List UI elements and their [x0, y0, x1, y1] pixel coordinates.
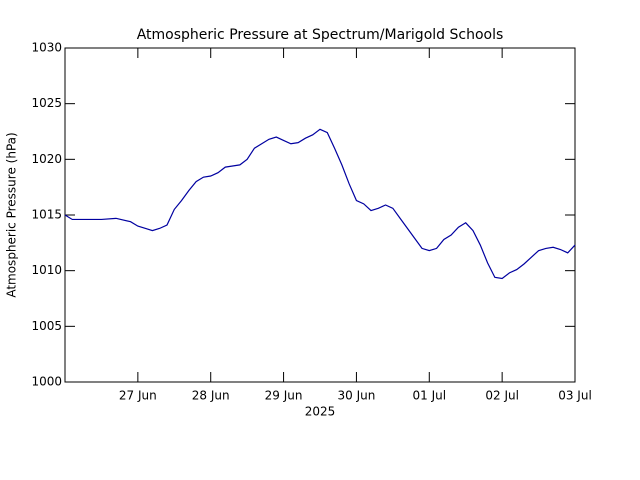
y-tick-label: 1000: [31, 375, 62, 389]
y-tick-label: 1010: [31, 263, 62, 277]
x-tick-label: 30 Jun: [338, 389, 376, 403]
chart-title: Atmospheric Pressure at Spectrum/Marigol…: [137, 27, 504, 43]
y-tick-label: 1025: [31, 96, 62, 110]
x-tick-label: 02 Jul: [485, 389, 519, 403]
data-line: [64, 128, 576, 280]
x-tick-label: 28 Jun: [192, 389, 230, 403]
x-tick-label: 27 Jun: [119, 389, 157, 403]
y-axis-label: Atmospheric Pressure (hPa): [5, 132, 19, 297]
x-tick-label: 03 Jul: [558, 389, 592, 403]
y-tick-label: 1030: [31, 41, 62, 55]
plot-frame: [64, 47, 576, 383]
y-tick-label: 1015: [31, 208, 62, 222]
y-tick-label: 1005: [31, 319, 62, 333]
y-tick-label: 1020: [31, 152, 62, 166]
x-axis-label: 2025: [305, 405, 336, 419]
x-tick-label: 29 Jun: [265, 389, 303, 403]
x-tick-label: 01 Jul: [413, 389, 447, 403]
